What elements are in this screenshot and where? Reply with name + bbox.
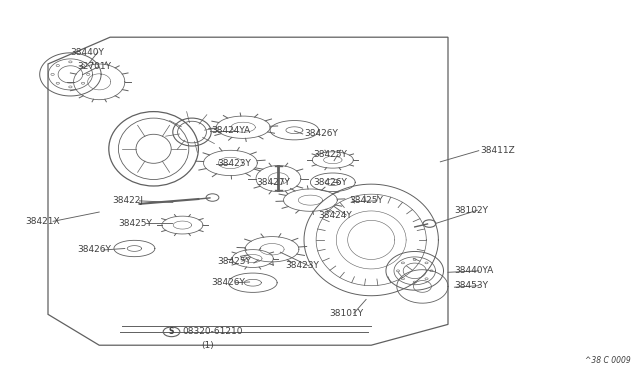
Text: 38453Y: 38453Y bbox=[454, 281, 488, 290]
Text: 38422J: 38422J bbox=[112, 196, 143, 205]
Text: 38440YA: 38440YA bbox=[454, 266, 493, 275]
Text: 38426Y: 38426Y bbox=[211, 278, 245, 287]
Text: 38421X: 38421X bbox=[26, 217, 60, 226]
Text: 32701Y: 32701Y bbox=[77, 62, 111, 71]
Text: S: S bbox=[169, 327, 174, 336]
Text: ^38 C 0009: ^38 C 0009 bbox=[585, 356, 630, 365]
Text: 38426Y: 38426Y bbox=[77, 246, 111, 254]
Text: 38424YA: 38424YA bbox=[211, 126, 250, 135]
Text: 38424Y: 38424Y bbox=[319, 211, 353, 219]
Text: 38425Y: 38425Y bbox=[349, 196, 383, 205]
Text: 38425Y: 38425Y bbox=[118, 219, 152, 228]
Text: 38425Y: 38425Y bbox=[314, 150, 348, 159]
Text: (1): (1) bbox=[202, 341, 214, 350]
Text: 38427Y: 38427Y bbox=[256, 178, 290, 187]
Text: 38440Y: 38440Y bbox=[70, 48, 104, 57]
Text: 38423Y: 38423Y bbox=[285, 262, 319, 270]
Text: 38102Y: 38102Y bbox=[454, 206, 488, 215]
Text: 38423Y: 38423Y bbox=[218, 159, 252, 168]
Text: 38101Y: 38101Y bbox=[330, 309, 364, 318]
Text: 38425Y: 38425Y bbox=[218, 257, 252, 266]
Text: 38411Z: 38411Z bbox=[480, 146, 515, 155]
Text: 08320-61210: 08320-61210 bbox=[182, 327, 243, 336]
Text: 38426Y: 38426Y bbox=[314, 178, 348, 187]
Text: 38426Y: 38426Y bbox=[304, 129, 338, 138]
